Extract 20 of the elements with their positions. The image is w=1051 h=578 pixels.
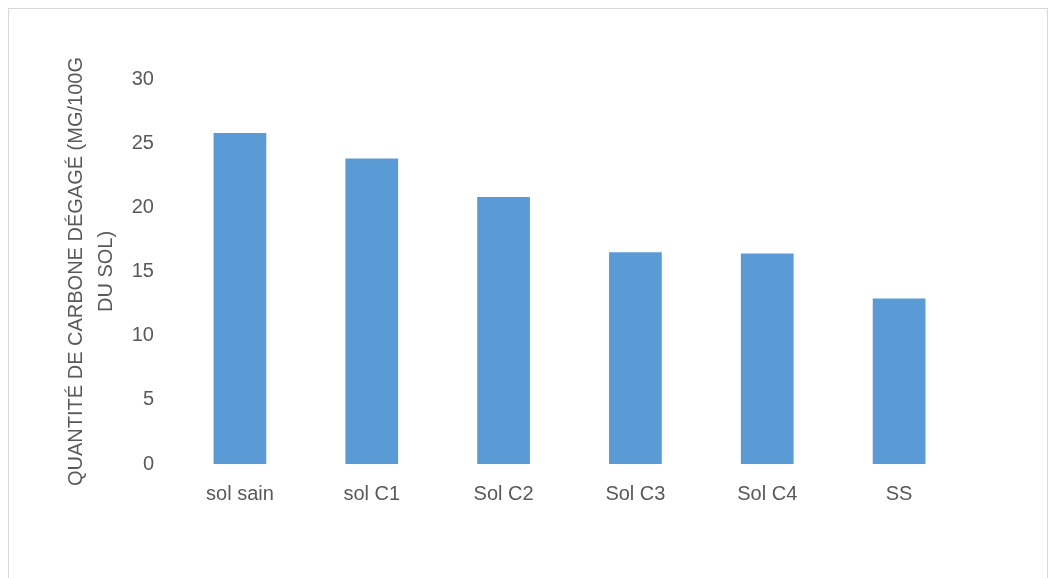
x-tick-label: sol sain [206,481,274,504]
x-tick-label: sol C1 [343,481,401,504]
y-tick-label: 0 [142,451,154,474]
x-tick-label: Sol C2 [473,481,534,504]
y-tick-label: 20 [131,194,154,217]
bar [345,158,399,464]
y-tick-label: 25 [131,130,154,153]
y-axis-title: QUANTITÉ DE CARBONE DÉGAGÉ (MG/100G DU SOL) [63,57,116,486]
y-tick-label: 30 [131,66,154,89]
bar [213,132,267,464]
y-tick-label: 5 [142,387,154,410]
y-tick-label: 10 [131,323,154,346]
bar [872,298,926,464]
x-tick-label: Sol C4 [737,481,798,504]
bar [740,253,794,464]
x-tick-label: SS [885,481,913,504]
bar [477,197,530,464]
x-tick-label: Sol C3 [605,481,666,504]
y-tick-label: 15 [131,259,154,282]
bar [609,252,662,464]
